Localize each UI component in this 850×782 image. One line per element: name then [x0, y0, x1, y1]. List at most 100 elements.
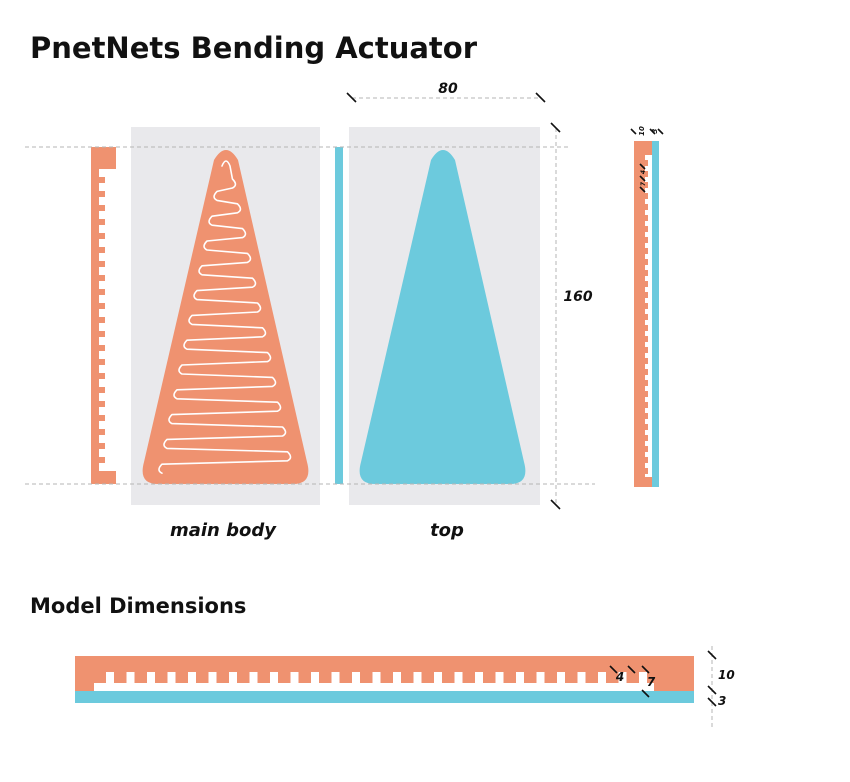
air-channel	[158, 160, 292, 474]
model-bar-chamber	[249, 672, 258, 683]
side-section-tooth	[645, 303, 648, 309]
model-bar-chamber	[536, 672, 545, 683]
side-section-tooth	[645, 435, 648, 441]
model-bar-chamber	[495, 672, 504, 683]
side-section: 10 3 4 7	[630, 126, 664, 487]
top-layer-side-strip	[335, 147, 343, 484]
side-section-tooth	[645, 402, 648, 408]
side-section-tooth	[645, 171, 648, 177]
model-bar-chamber	[639, 672, 647, 683]
model-tick-1	[609, 665, 618, 674]
side-section-tooth	[645, 358, 648, 364]
side-section-tooth	[645, 413, 648, 419]
model-bar-chamber	[372, 672, 381, 683]
side-section-top	[652, 141, 659, 487]
model-bar-chamber	[434, 672, 442, 683]
main-body-label: main body	[170, 520, 277, 541]
section-title: Model Dimensions	[30, 594, 246, 618]
side-section-tooth	[645, 446, 648, 452]
model-bar-chamber	[106, 672, 114, 683]
side-gap-a-label: 4	[640, 170, 647, 174]
height-tick-bottom	[550, 499, 561, 510]
side-wall-label: 10	[638, 126, 646, 136]
side-section-tooth	[645, 325, 648, 331]
main-body-triangle	[142, 150, 309, 484]
top-label: top	[430, 520, 464, 541]
side-gap-b-label: 7	[640, 181, 647, 186]
model-tick-4	[641, 689, 650, 698]
side-section-tooth	[645, 468, 648, 474]
model-bar-chamber	[126, 672, 135, 683]
side-section-tooth	[645, 160, 648, 166]
side-section-tooth	[645, 391, 648, 397]
width-label: 80	[438, 81, 458, 97]
side-section-tooth	[645, 182, 648, 188]
model-bar-chamber	[413, 672, 422, 683]
side-section-tooth	[645, 237, 648, 243]
model-bar-chamber	[516, 672, 524, 683]
model-bar-chamber	[393, 672, 401, 683]
side-section-tooth	[645, 336, 648, 342]
model-bar-chamber	[270, 672, 278, 683]
model-tick-3	[641, 665, 650, 674]
model-tick-7	[707, 697, 717, 707]
model-bar-chamber	[311, 672, 319, 683]
width-tick-right	[535, 92, 546, 103]
height-label: 160	[563, 289, 592, 305]
model-bar-chamber	[229, 672, 237, 683]
side-section-tooth	[645, 259, 648, 265]
left-comb-channel	[105, 169, 116, 470]
side-tick-3	[657, 128, 664, 135]
side-section-tooth	[645, 215, 648, 221]
side-section-tooth	[645, 347, 648, 353]
model-bar-chamber	[598, 672, 606, 683]
top-layer-triangle	[359, 150, 526, 484]
side-section-tooth	[645, 424, 648, 430]
model-bar-chamber	[167, 672, 176, 683]
model-bar-chamber	[454, 672, 463, 683]
left-side-profile	[91, 147, 116, 484]
side-section-tooth	[645, 248, 648, 254]
side-section-tooth	[645, 281, 648, 287]
side-section-tooth	[645, 226, 648, 232]
height-tick-top	[550, 122, 561, 133]
side-section-tooth	[645, 369, 648, 375]
width-tick-left	[346, 92, 357, 103]
model-tick-6	[707, 685, 717, 695]
side-tick-2	[649, 128, 656, 135]
model-bar-top-layer	[75, 691, 694, 703]
model-bar-chamber	[208, 672, 217, 683]
model-bar-chamber	[147, 672, 155, 683]
side-tick-1	[630, 128, 637, 135]
model-bar-channel	[94, 683, 654, 691]
page-title: PnetNets Bending Actuator	[30, 31, 478, 65]
model-chamber-label: 4	[615, 670, 624, 684]
model-wall-label: 7	[647, 675, 656, 689]
model-bar-chamber	[557, 672, 565, 683]
model-bar-chamber	[577, 672, 586, 683]
model-bar: 4 7 10 3	[75, 646, 735, 727]
model-bar-chamber	[188, 672, 196, 683]
model-bar-chamber	[475, 672, 483, 683]
model-bar-chamber	[290, 672, 299, 683]
side-tick-6	[639, 186, 646, 193]
side-section-tooth	[645, 457, 648, 463]
side-section-tooth	[645, 204, 648, 210]
side-section-tooth	[645, 270, 648, 276]
side-top-label: 3	[651, 128, 659, 133]
model-bar-chamber	[352, 672, 360, 683]
model-bar-chamber	[618, 672, 627, 683]
side-section-tooth	[645, 193, 648, 199]
side-section-channel	[645, 155, 652, 477]
model-tick-2	[627, 665, 636, 674]
side-tick-4	[639, 163, 646, 170]
model-tick-5	[707, 650, 717, 660]
model-body-height-label: 10	[718, 668, 735, 682]
side-section-tooth	[645, 380, 648, 386]
model-top-height-label: 3	[718, 694, 726, 708]
side-section-tooth	[645, 314, 648, 320]
side-section-tooth	[645, 292, 648, 298]
model-bar-chamber	[331, 672, 340, 683]
side-tick-5	[639, 175, 646, 182]
